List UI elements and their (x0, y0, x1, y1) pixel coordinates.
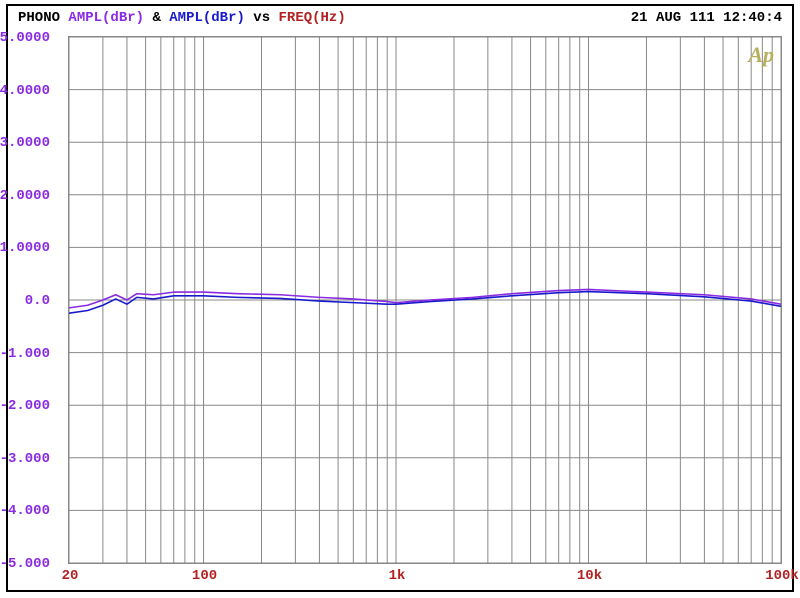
header-vs: vs (253, 10, 270, 26)
y-tick-label: -5.000 (0, 556, 50, 572)
header-left: PHONO AMPL(dBr) & AMPL(dBr) vs FREQ(Hz) (18, 10, 346, 26)
x-tick-label: 10k (577, 568, 602, 584)
y-tick-label: -2.000 (0, 398, 50, 414)
header-series1: AMPL(dBr) (68, 10, 144, 26)
y-tick-label: -1.000 (0, 346, 50, 362)
y-tick-label: 0.0 (25, 293, 50, 309)
header-xlabel: FREQ(Hz) (279, 10, 346, 26)
header-prefix: PHONO (18, 10, 60, 26)
plot-area (68, 36, 782, 564)
x-tick-label: 1k (389, 568, 406, 584)
y-tick-label: 3.0000 (0, 135, 50, 151)
chart-header: PHONO AMPL(dBr) & AMPL(dBr) vs FREQ(Hz) … (18, 10, 782, 30)
plot-svg (69, 37, 781, 563)
x-tick-label: 100k (765, 568, 799, 584)
y-tick-label: -4.000 (0, 503, 50, 519)
y-tick-label: 2.0000 (0, 188, 50, 204)
header-series2: AMPL(dBr) (169, 10, 245, 26)
y-tick-label: 1.0000 (0, 240, 50, 256)
header-timestamp: 21 AUG 111 12:40:4 (631, 10, 782, 26)
chart-frame: PHONO AMPL(dBr) & AMPL(dBr) vs FREQ(Hz) … (6, 4, 794, 592)
y-tick-label: 5.0000 (0, 30, 50, 46)
y-tick-label: -3.000 (0, 451, 50, 467)
x-tick-label: 100 (192, 568, 217, 584)
header-amp-sep: & (152, 10, 160, 26)
y-tick-label: 4.0000 (0, 83, 50, 99)
x-tick-label: 20 (62, 568, 79, 584)
